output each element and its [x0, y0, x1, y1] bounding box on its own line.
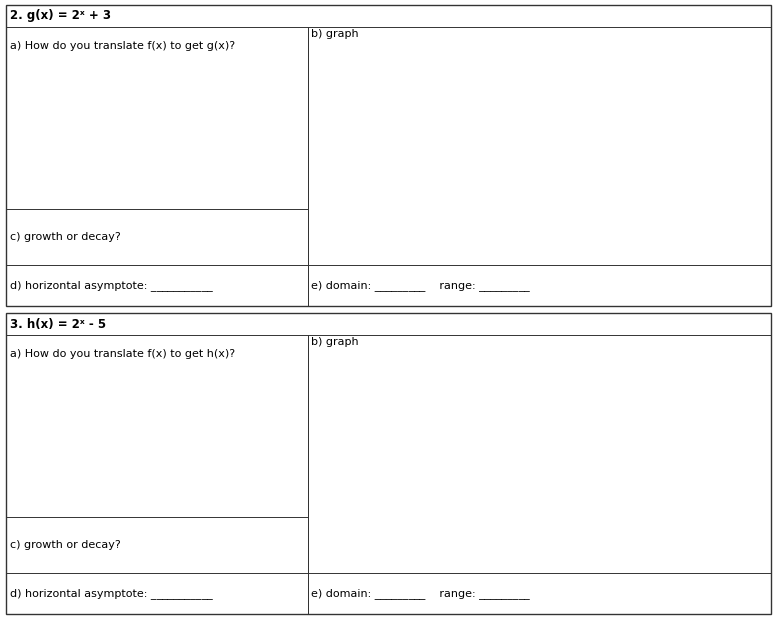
Text: c) growth or decay?: c) growth or decay? — [10, 232, 121, 242]
Text: e) domain: _________    range: _________: e) domain: _________ range: _________ — [312, 588, 530, 599]
Text: d) horizontal asymptote: ___________: d) horizontal asymptote: ___________ — [10, 588, 213, 599]
Text: a) How do you translate f(x) to get h(x)?: a) How do you translate f(x) to get h(x)… — [10, 350, 235, 360]
Text: e) domain: _________    range: _________: e) domain: _________ range: _________ — [312, 280, 530, 291]
Text: b) graph: b) graph — [312, 337, 359, 347]
Text: d) horizontal asymptote: ___________: d) horizontal asymptote: ___________ — [10, 280, 213, 291]
Text: a) How do you translate f(x) to get g(x)?: a) How do you translate f(x) to get g(x)… — [10, 41, 235, 51]
Text: c) growth or decay?: c) growth or decay? — [10, 540, 121, 550]
Text: 3. h(x) = 2ˣ - 5: 3. h(x) = 2ˣ - 5 — [10, 318, 106, 331]
Text: b) graph: b) graph — [312, 29, 359, 39]
Text: 2. g(x) = 2ˣ + 3: 2. g(x) = 2ˣ + 3 — [10, 9, 111, 22]
